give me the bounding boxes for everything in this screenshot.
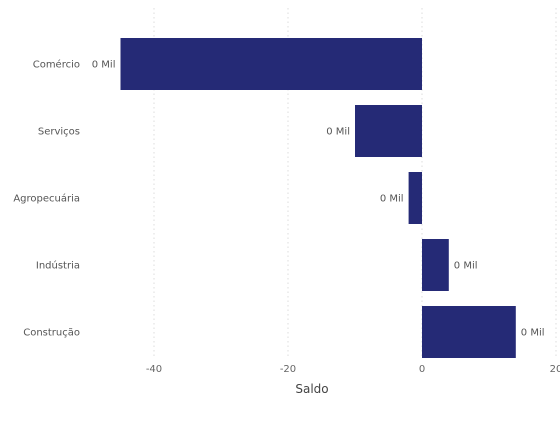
bars [120,38,516,358]
data-label: 0 Mil [380,194,404,205]
category-label: Construção [23,328,80,339]
bar [120,38,422,90]
x-axis-title: Saldo [295,382,328,396]
x-tick-label: -40 [146,364,162,375]
data-label: 0 Mil [454,261,478,272]
data-label: 0 Mil [92,60,116,71]
bar [355,105,422,157]
category-label: Indústria [36,260,80,272]
x-tick-label: 0 [419,364,425,375]
category-label: Comércio [33,59,80,71]
category-label: Agropecuária [13,193,80,205]
bar [408,172,422,224]
x-tick-label: -20 [280,364,296,375]
x-tick-label: 20 [550,364,560,375]
category-label: Serviços [38,127,80,138]
x-tick-labels: -40 -20 0 20 [146,364,560,375]
data-label: 0 Mil [326,127,350,138]
category-labels: Comércio Serviços Agropecuária Indústria Con… [13,59,80,339]
bar [422,306,516,358]
data-label: 0 Mil [521,328,545,339]
bar [422,239,449,291]
data-labels: 0 Mil 0 Mil 0 Mil 0 Mil 0 Mil [92,60,545,339]
